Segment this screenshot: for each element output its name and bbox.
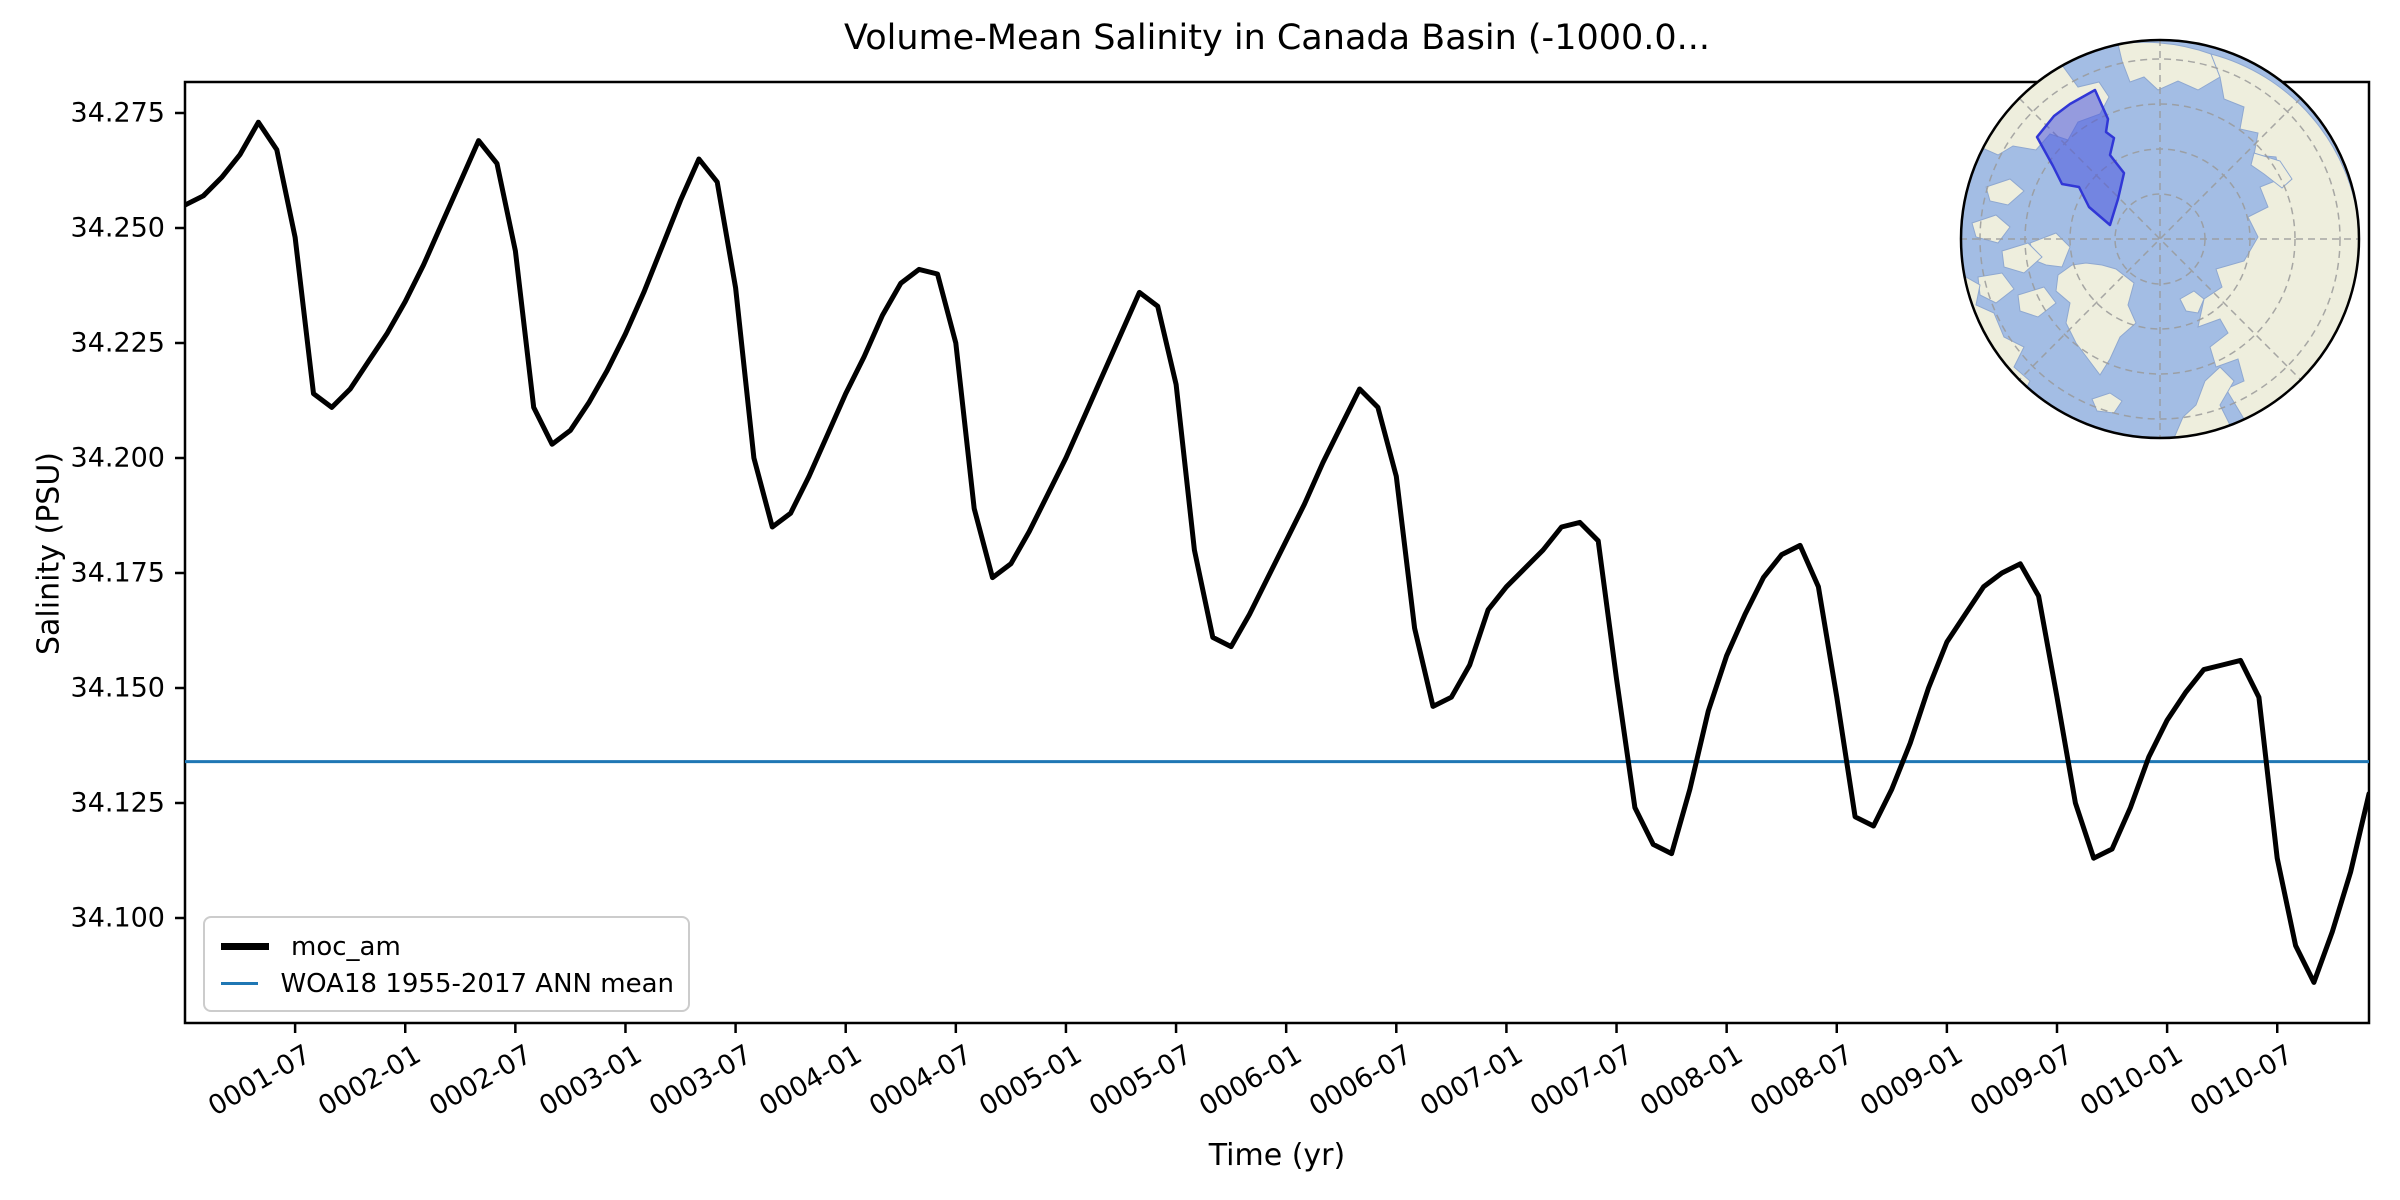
legend-label: WOA18 1955-2017 ANN mean — [280, 968, 674, 999]
moc-am-line-sample — [221, 943, 269, 950]
y-tick-label: 34.175 — [70, 557, 165, 589]
y-tick-label: 34.100 — [70, 902, 165, 934]
legend-box: moc_am WOA18 1955-2017 ANN mean — [203, 916, 690, 1012]
woa18-line-sample — [221, 982, 259, 985]
map-land-arctic-island-5 — [2017, 286, 2057, 318]
axes-frame — [183, 80, 2371, 1025]
map-land-arctic-island-3 — [2001, 242, 2043, 274]
map-land-svalbard — [2179, 290, 2205, 314]
moc-am-salinity-curve — [185, 119, 2369, 985]
arctic-inset-map — [1959, 38, 2361, 440]
map-land-arctic-island-1 — [1985, 178, 2025, 206]
chart-title: Volume-Mean Salinity in Canada Basin (-1… — [843, 18, 1711, 58]
map-land-arctic-island-4 — [1977, 272, 2015, 304]
x-axis-label: Time (yr) — [1208, 1138, 1346, 1173]
y-tick-label: 34.200 — [70, 442, 165, 474]
y-tick-label: 34.225 — [70, 327, 165, 359]
y-tick-marks — [175, 111, 185, 920]
y-tick-label: 34.150 — [70, 672, 165, 704]
x-tick-marks — [293, 1023, 2279, 1033]
y-tick-label: 34.125 — [70, 787, 165, 819]
y-tick-label: 34.275 — [70, 97, 165, 129]
canada-basin-region-highlight — [2035, 88, 2126, 227]
map-border-circle — [1959, 38, 2361, 440]
y-tick-label: 34.250 — [70, 212, 165, 244]
legend-item-moc-am: moc_am — [221, 928, 674, 965]
map-land-greenland — [2055, 262, 2137, 376]
map-land-iceland — [2091, 392, 2123, 414]
legend-item-woa18: WOA18 1955-2017 ANN mean — [221, 965, 674, 1002]
map-land-chukotka-siberia — [2117, 41, 2221, 91]
legend-label: moc_am — [291, 931, 401, 962]
